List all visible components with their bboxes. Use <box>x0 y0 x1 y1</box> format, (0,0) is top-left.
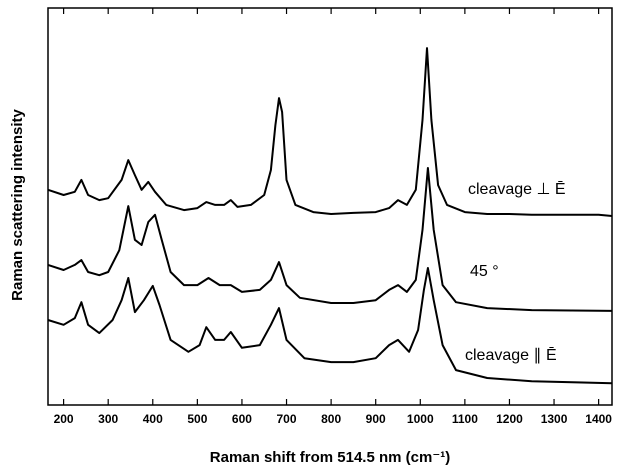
spectrum-line <box>47 167 613 312</box>
x-tick-label: 700 <box>277 412 297 426</box>
x-tick-label: 1200 <box>496 412 523 426</box>
x-tick-label: 400 <box>143 412 163 426</box>
x-axis-label: Raman shift from 514.5 nm (cm⁻¹) <box>210 449 450 466</box>
x-tick-label: 1300 <box>541 412 568 426</box>
x-tick-label: 600 <box>232 412 252 426</box>
series-label: cleavage ⊥ Ē <box>468 180 566 198</box>
series-label: cleavage ∥ Ē <box>465 346 557 364</box>
x-tick-label: 200 <box>54 412 74 426</box>
x-tick-label: 1100 <box>452 412 478 426</box>
plot-frame <box>47 7 613 406</box>
x-tick-label: 1000 <box>407 412 434 426</box>
x-tick-label: 300 <box>98 412 118 426</box>
x-tick-label: 500 <box>187 412 207 426</box>
y-axis-label: Raman scattering intensity <box>9 108 26 300</box>
spectrum-line <box>47 267 613 385</box>
x-tick-label: 800 <box>321 412 341 426</box>
x-tick-label: 900 <box>366 412 386 426</box>
x-tick-label: 1400 <box>585 412 612 426</box>
spectrum-line <box>47 47 613 217</box>
series-label: 45 ° <box>470 263 499 280</box>
